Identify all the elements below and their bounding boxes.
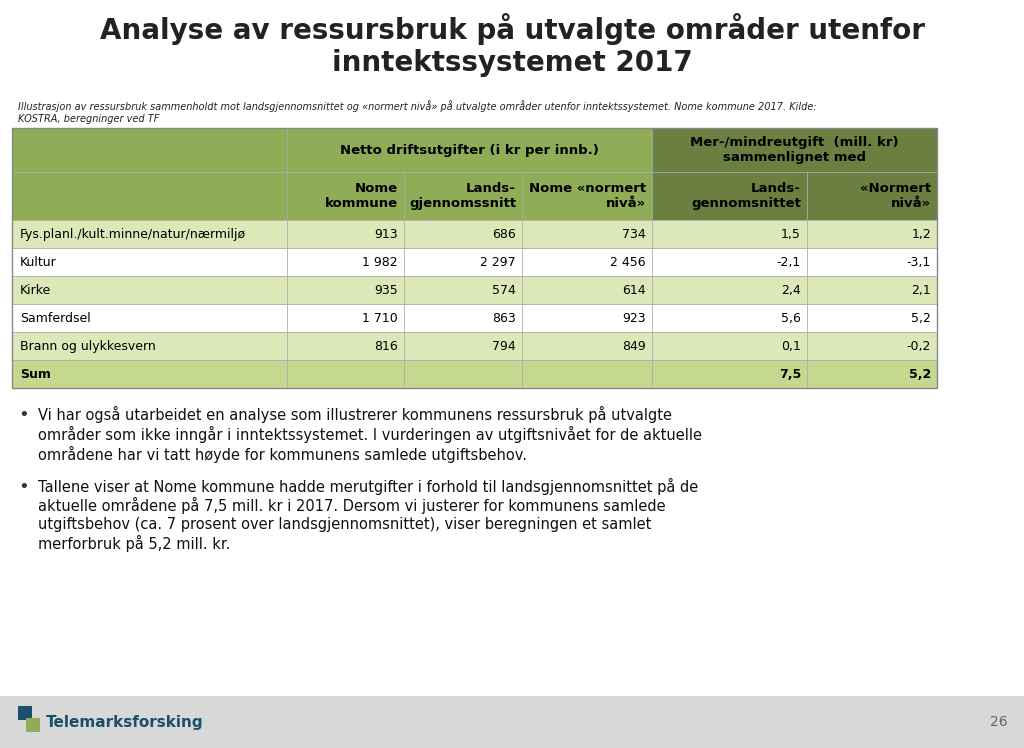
Bar [522, 172, 652, 220]
Bar [12, 332, 287, 360]
Text: Nome «normert
nivå»: Nome «normert nivå» [528, 182, 646, 210]
Bar [12, 220, 287, 248]
Text: 935: 935 [374, 283, 398, 296]
Bar [26, 718, 40, 732]
Bar [287, 276, 404, 304]
Bar [522, 248, 652, 276]
Bar [287, 220, 404, 248]
Text: «Normert
nivå»: «Normert nivå» [860, 182, 931, 210]
Text: 0,1: 0,1 [781, 340, 801, 352]
Bar [287, 304, 404, 332]
Bar [522, 304, 652, 332]
Text: Lands-
gjennomssnitt: Lands- gjennomssnitt [409, 182, 516, 210]
Text: -2,1: -2,1 [777, 256, 801, 269]
Text: 1,5: 1,5 [781, 227, 801, 241]
Text: 2 297: 2 297 [480, 256, 516, 269]
Text: 5,6: 5,6 [781, 311, 801, 325]
Bar [652, 128, 937, 172]
Text: Kultur: Kultur [20, 256, 56, 269]
Bar [404, 248, 522, 276]
Text: •: • [18, 406, 29, 424]
Bar [404, 172, 522, 220]
Text: 923: 923 [623, 311, 646, 325]
Bar [12, 276, 287, 304]
Text: 1,2: 1,2 [911, 227, 931, 241]
Text: 2,1: 2,1 [911, 283, 931, 296]
Text: Vi har også utarbeidet en analyse som illustrerer kommunens ressursbruk på utval: Vi har også utarbeidet en analyse som il… [38, 406, 702, 463]
Text: 913: 913 [375, 227, 398, 241]
Text: 2 456: 2 456 [610, 256, 646, 269]
Bar [12, 248, 287, 276]
Bar [404, 304, 522, 332]
Text: •: • [18, 477, 29, 495]
Text: -3,1: -3,1 [906, 256, 931, 269]
Text: 686: 686 [493, 227, 516, 241]
Text: 5,2: 5,2 [908, 367, 931, 381]
Bar [807, 304, 937, 332]
Bar [12, 360, 287, 388]
Text: Fys.planl./kult.minne/natur/nærmiljø: Fys.planl./kult.minne/natur/nærmiljø [20, 227, 246, 241]
Bar [807, 220, 937, 248]
Bar [287, 172, 404, 220]
Bar [287, 360, 404, 388]
Bar [807, 276, 937, 304]
Bar [404, 360, 522, 388]
Text: Netto driftsutgifter (i kr per innb.): Netto driftsutgifter (i kr per innb.) [340, 144, 599, 156]
Text: 574: 574 [493, 283, 516, 296]
Bar [807, 248, 937, 276]
Text: Telemarksforsking: Telemarksforsking [46, 714, 204, 729]
Text: Lands-
gennomsnittet: Lands- gennomsnittet [691, 182, 801, 210]
Bar [522, 360, 652, 388]
Bar [652, 220, 807, 248]
Text: 26: 26 [990, 715, 1008, 729]
Bar [522, 276, 652, 304]
Bar [287, 332, 404, 360]
Bar [652, 276, 807, 304]
Bar [652, 360, 807, 388]
Text: Illustrasjon av ressursbruk sammenholdt mot landsgjennomsnittet og «normert nivå: Illustrasjon av ressursbruk sammenholdt … [18, 100, 816, 123]
Bar [404, 332, 522, 360]
Bar [12, 304, 287, 332]
Text: -0,2: -0,2 [906, 340, 931, 352]
Text: 5,2: 5,2 [911, 311, 931, 325]
Bar [807, 332, 937, 360]
Text: 614: 614 [623, 283, 646, 296]
Text: Tallene viser at Nome kommune hadde merutgifter i forhold til landsgjennomsnitte: Tallene viser at Nome kommune hadde meru… [38, 477, 698, 551]
Text: 7,5: 7,5 [778, 367, 801, 381]
Bar [807, 172, 937, 220]
Bar [404, 220, 522, 248]
Text: Samferdsel: Samferdsel [20, 311, 91, 325]
Bar [12, 128, 937, 388]
Text: 1 982: 1 982 [362, 256, 398, 269]
Bar [652, 248, 807, 276]
Bar [287, 248, 404, 276]
Bar [12, 172, 287, 220]
Text: Brann og ulykkesvern: Brann og ulykkesvern [20, 340, 156, 352]
Bar [652, 304, 807, 332]
Bar [522, 220, 652, 248]
Text: 1 710: 1 710 [362, 311, 398, 325]
Text: Kirke: Kirke [20, 283, 51, 296]
Bar [0, 696, 1024, 748]
Text: Sum: Sum [20, 367, 51, 381]
Text: Analyse av ressursbruk på utvalgte områder utenfor
inntektssystemet 2017: Analyse av ressursbruk på utvalgte områd… [99, 13, 925, 77]
Text: Nome
kommune: Nome kommune [325, 182, 398, 210]
Bar [404, 276, 522, 304]
Bar [18, 706, 32, 720]
Text: Mer-/mindreutgift  (mill. kr)
sammenlignet med: Mer-/mindreutgift (mill. kr) sammenligne… [690, 136, 899, 164]
Bar [652, 172, 807, 220]
Text: 794: 794 [493, 340, 516, 352]
Bar [12, 128, 287, 172]
Text: 734: 734 [623, 227, 646, 241]
Bar [522, 332, 652, 360]
Bar [807, 360, 937, 388]
Text: 816: 816 [374, 340, 398, 352]
Text: 863: 863 [493, 311, 516, 325]
Text: 849: 849 [623, 340, 646, 352]
Bar [287, 128, 652, 172]
Text: 2,4: 2,4 [781, 283, 801, 296]
Bar [652, 332, 807, 360]
